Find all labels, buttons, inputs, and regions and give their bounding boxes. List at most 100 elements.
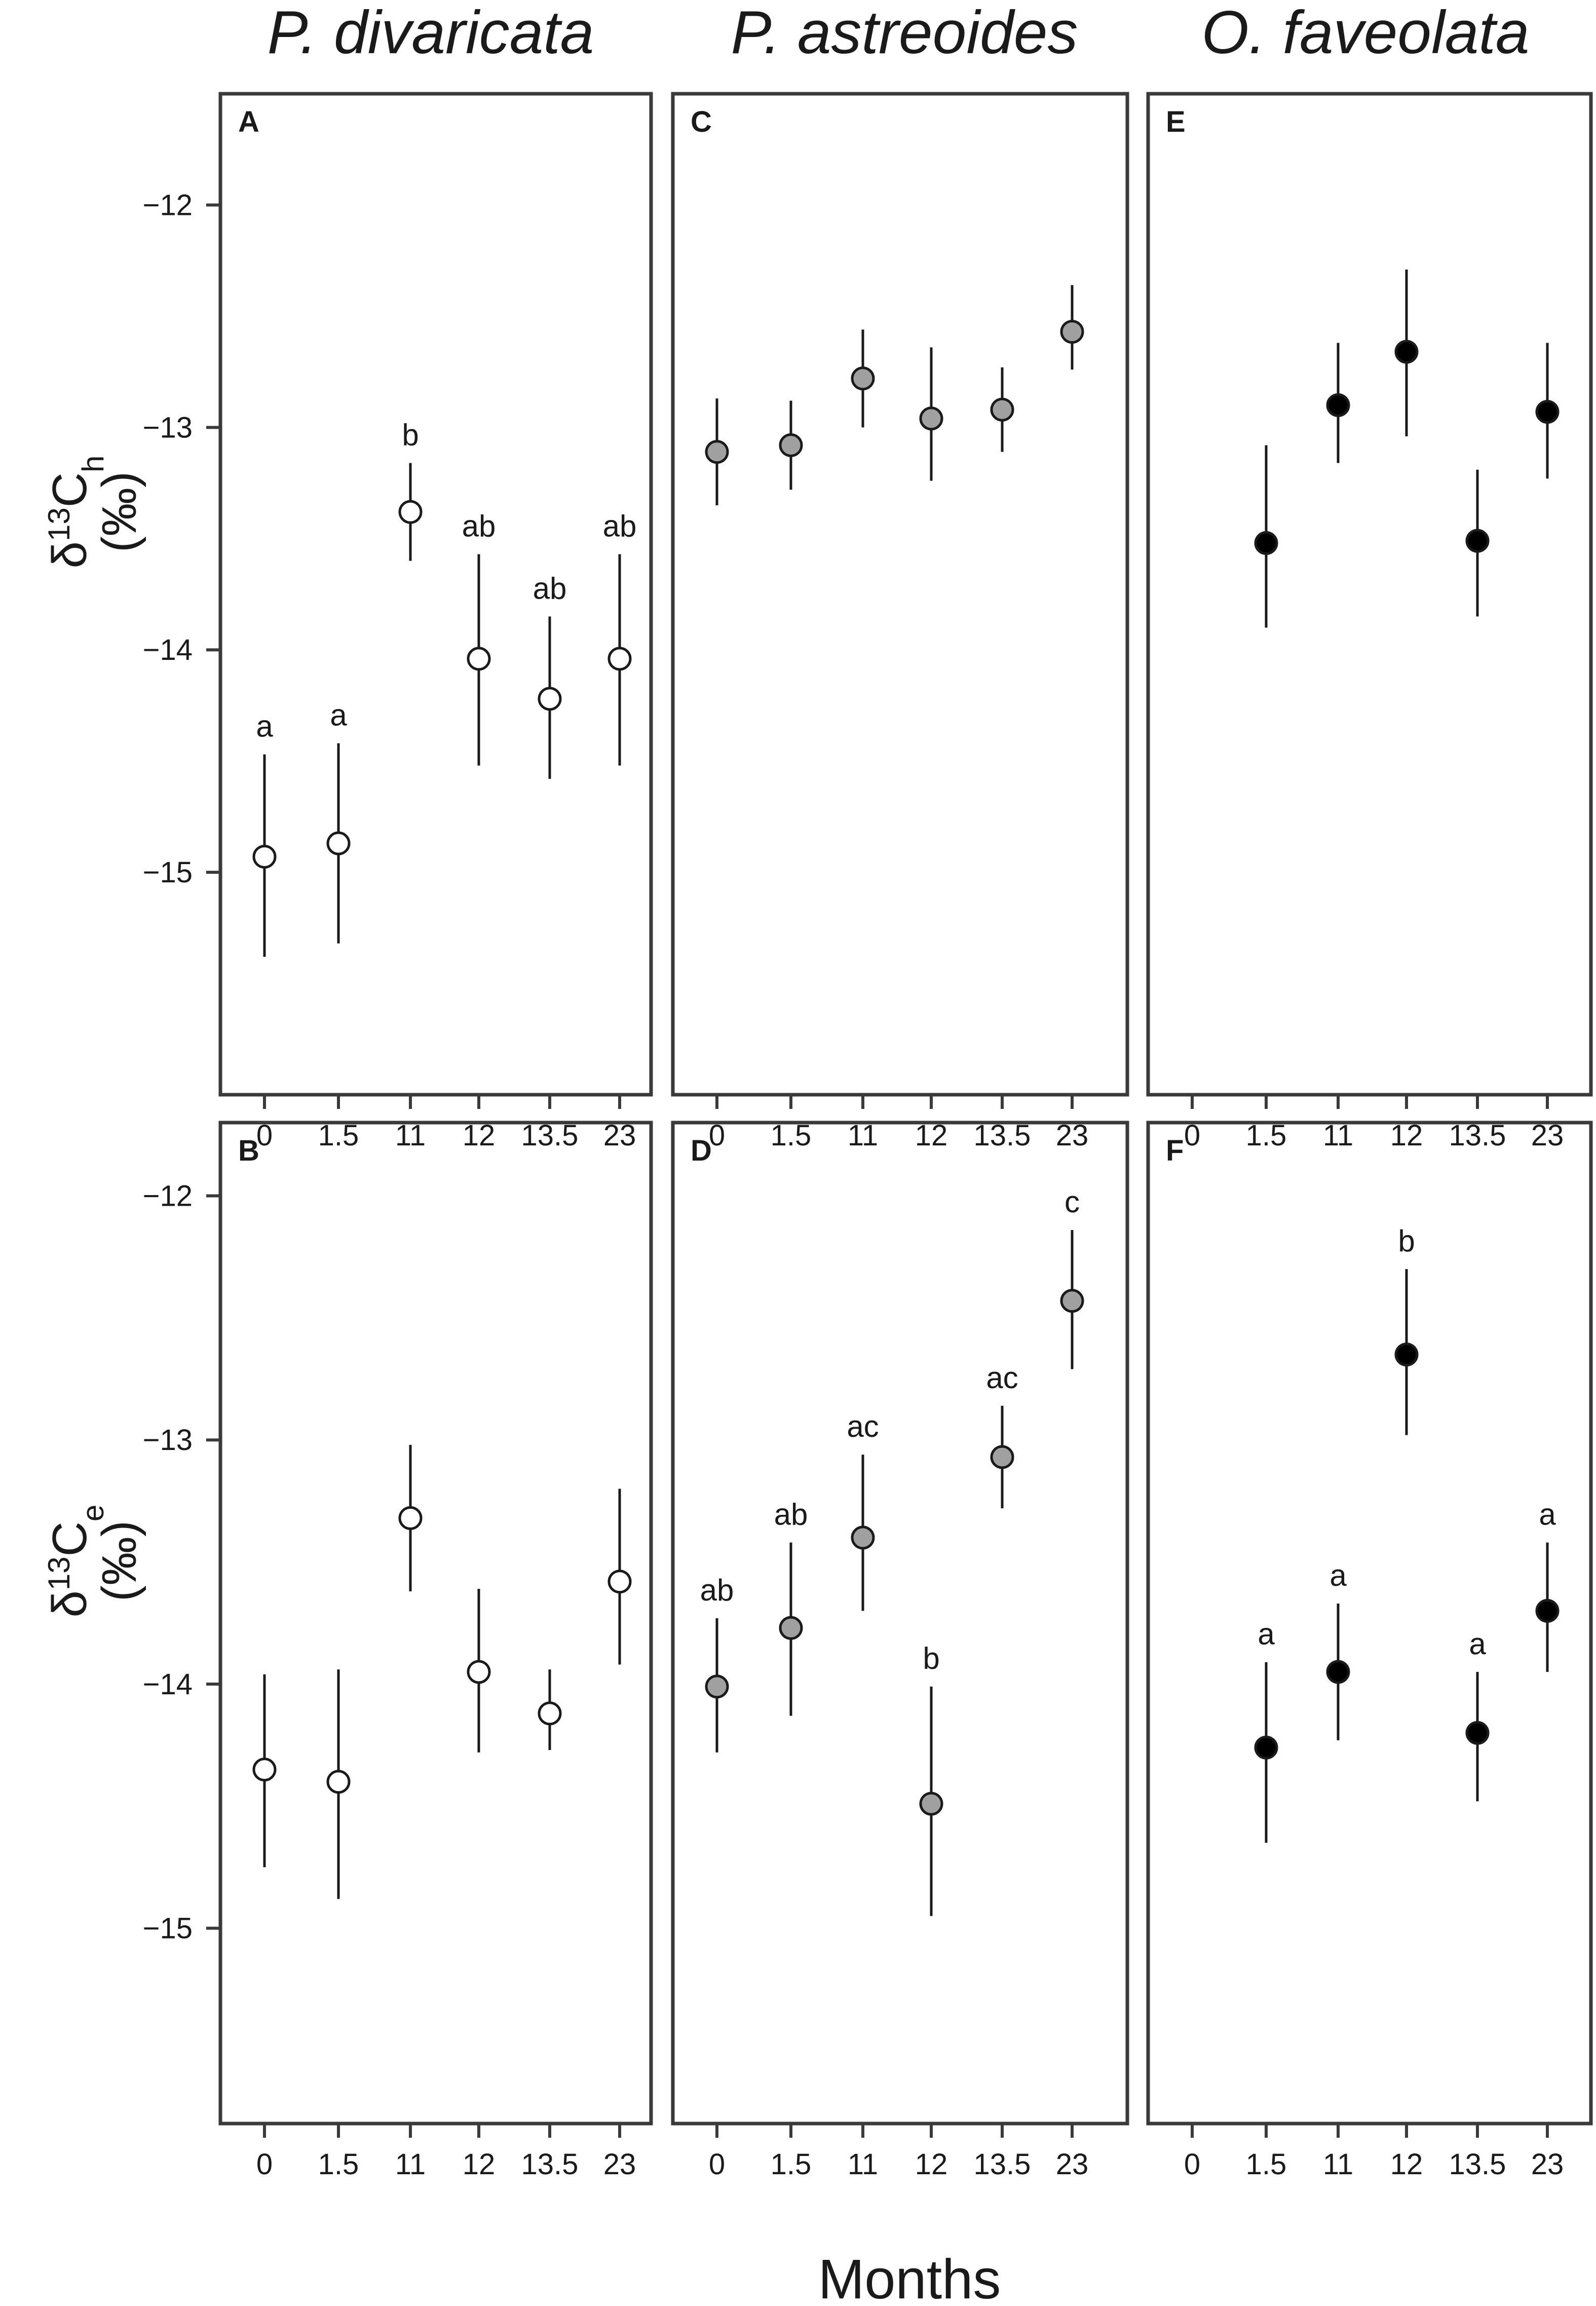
- significance-label: ac: [847, 1409, 879, 1443]
- x-tick-label: 23: [1056, 1119, 1089, 1152]
- data-point: [1465, 1721, 1490, 1745]
- significance-label: ab: [533, 571, 567, 605]
- panel-letter: E: [1166, 105, 1186, 138]
- column-title-p-divaricata: P. divaricata: [268, 0, 594, 66]
- x-tick-label: 1.5: [1246, 1119, 1287, 1152]
- x-tick-label: 12: [1390, 2148, 1423, 2181]
- data-point: [1535, 1598, 1560, 1623]
- y-label-delta: δ: [43, 1590, 97, 1617]
- x-tick-label: 13.5: [521, 1119, 579, 1152]
- x-tick-label: 12: [1390, 1119, 1423, 1152]
- panel-frame: [671, 1121, 1129, 2126]
- data-point: [326, 1770, 351, 1794]
- data-point: [467, 1660, 491, 1684]
- column-title-o-faveolata: O. faveolata: [1201, 0, 1529, 66]
- data-point: [252, 844, 277, 869]
- data-point: [1254, 531, 1278, 555]
- y-label-main: C: [43, 472, 97, 507]
- y-label-subscript: e: [76, 1505, 110, 1521]
- significance-label: a: [330, 698, 347, 732]
- data-point: [467, 647, 491, 671]
- panel-frame: [1146, 92, 1593, 1097]
- x-tick-label: 11: [848, 2148, 878, 2181]
- x-tick-label: 11: [848, 1119, 878, 1152]
- significance-label: a: [1258, 1617, 1275, 1651]
- x-tick-label: 11: [1323, 2148, 1353, 2181]
- significance-label: b: [1398, 1224, 1415, 1258]
- significance-label: ac: [986, 1361, 1018, 1395]
- x-tick-label: 23: [603, 1119, 636, 1152]
- data-point: [1535, 400, 1560, 424]
- data-point: [990, 1445, 1014, 1469]
- panel-b: B0 1.5 11 12 13.5 23−12−13−14−15: [143, 1121, 653, 2181]
- y-label-subscript: h: [76, 456, 110, 472]
- y-tick-label: −13: [143, 411, 193, 444]
- panel-letter: C: [691, 105, 712, 138]
- y-tick-label: −12: [143, 1180, 193, 1213]
- data-point: [705, 1675, 729, 1699]
- y-tick-label: −15: [143, 856, 193, 889]
- column-title-p-astreoides: P. astreoides: [731, 0, 1078, 66]
- panel-letter: A: [238, 105, 259, 138]
- y-axis-unit-top: (‰): [92, 471, 146, 552]
- data-point: [398, 500, 423, 524]
- significance-label: a: [256, 710, 273, 743]
- x-tick-label: 11: [395, 1119, 426, 1152]
- data-point: [1465, 529, 1490, 553]
- y-axis-label-top: δ13Ch: [42, 456, 110, 569]
- data-point: [326, 831, 351, 856]
- data-point: [705, 440, 729, 464]
- x-tick-label: 0: [1184, 2148, 1200, 2181]
- data-point: [1326, 1660, 1350, 1684]
- data-point: [919, 406, 943, 431]
- data-point: [1326, 393, 1350, 417]
- y-tick-label: −14: [143, 634, 193, 666]
- x-tick-label: 0: [709, 2148, 725, 2181]
- y-tick-label: −15: [143, 1912, 193, 1945]
- x-axis-label: Months: [818, 2248, 1001, 2306]
- panel-frame: [218, 92, 653, 1097]
- x-tick-label: 1.5: [318, 2148, 359, 2181]
- x-tick-label: 13.5: [521, 2148, 579, 2181]
- x-tick-label: 13.5: [1449, 1119, 1506, 1152]
- y-axis-label-bottom: δ13Ce: [42, 1505, 110, 1618]
- significance-label: ab: [603, 509, 637, 543]
- data-point: [779, 1616, 803, 1640]
- y-tick-label: −12: [143, 189, 193, 221]
- data-point: [851, 1526, 875, 1550]
- x-tick-label: 13.5: [974, 1119, 1031, 1152]
- x-tick-label: 23: [603, 2148, 636, 2181]
- significance-label: a: [1539, 1498, 1556, 1532]
- data-point: [919, 1792, 943, 1816]
- significance-label: ab: [774, 1498, 808, 1532]
- y-label-delta: δ: [43, 541, 97, 568]
- data-point: [851, 366, 875, 391]
- significance-label: ab: [462, 509, 496, 543]
- significance-label: b: [923, 1642, 939, 1676]
- x-tick-label: 11: [1323, 1119, 1353, 1152]
- panel-frame: [671, 92, 1129, 1097]
- data-point: [1394, 1343, 1419, 1367]
- data-point: [252, 1758, 277, 1782]
- x-tick-label: 1.5: [318, 1119, 359, 1152]
- data-point: [538, 1701, 562, 1726]
- y-axis-unit-bottom: (‰): [92, 1520, 146, 1602]
- significance-label: a: [1469, 1627, 1486, 1661]
- data-point: [1060, 1289, 1084, 1313]
- y-label-superscript: 13: [42, 507, 76, 541]
- panel-frame: [1146, 1121, 1593, 2126]
- data-point: [398, 1506, 423, 1530]
- x-tick-label: 11: [395, 2148, 426, 2181]
- x-tick-label: 1.5: [771, 1119, 812, 1152]
- data-point: [607, 647, 632, 671]
- panel-letter: D: [691, 1134, 712, 1167]
- data-point: [607, 1570, 632, 1594]
- panel-e: E 0 1.5 11 12 13.5 23: [1146, 92, 1593, 1152]
- x-tick-label: 13.5: [1449, 2148, 1506, 2181]
- x-tick-label: 23: [1531, 1119, 1564, 1152]
- data-point: [779, 433, 803, 457]
